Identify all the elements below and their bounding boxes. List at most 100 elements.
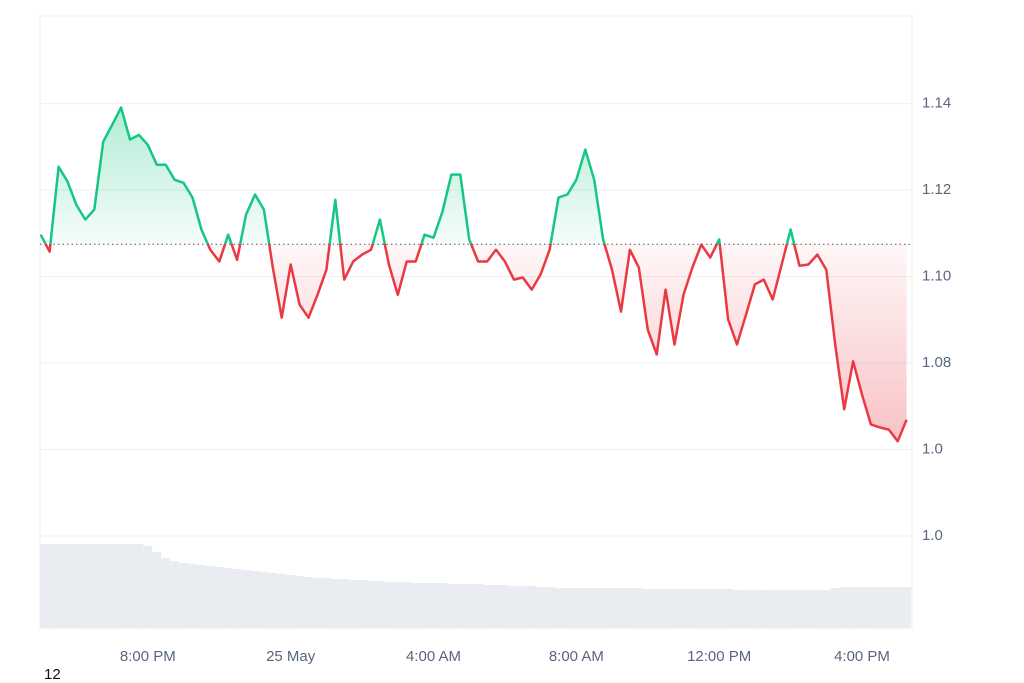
- x-tick-label: 4:00 PM: [834, 648, 890, 665]
- y-tick-label: 1.0: [922, 527, 943, 544]
- volume-bar: [348, 580, 358, 628]
- volume-bar: [518, 586, 528, 628]
- volume-bar: [250, 571, 260, 628]
- volume-bar: [902, 587, 912, 628]
- volume-bar: [491, 585, 501, 628]
- volume-bar: [330, 579, 340, 628]
- volume-bar: [500, 585, 510, 628]
- volume-bar: [884, 587, 894, 628]
- volume-bar: [125, 544, 135, 628]
- volume-bar: [696, 589, 706, 628]
- volume-bar: [679, 589, 688, 628]
- volume-bar: [384, 582, 394, 628]
- volume-bar: [750, 590, 760, 628]
- volume-bar: [259, 572, 269, 628]
- volume-bar: [732, 590, 742, 628]
- volume-bar: [366, 581, 376, 628]
- x-tick-label: 12:00 PM: [687, 648, 751, 665]
- volume-bar: [170, 561, 180, 628]
- price-line: [39, 106, 908, 443]
- x-tick-label: 8:00 AM: [549, 648, 604, 665]
- volume-bar: [375, 581, 385, 628]
- volume-bar: [759, 590, 769, 628]
- volume-bar: [411, 583, 421, 628]
- y-tick-label: 1.08: [922, 354, 951, 371]
- volume-bar: [482, 585, 492, 628]
- volume-bar: [830, 588, 840, 628]
- volume-bar: [723, 589, 733, 628]
- volume-bar: [161, 558, 171, 628]
- volume-bar: [179, 563, 188, 628]
- y-tick-label: 1.10: [922, 268, 951, 285]
- volume-bar: [571, 588, 581, 628]
- volume-bar: [875, 587, 885, 628]
- volume-bar: [473, 584, 483, 628]
- volume-bar: [63, 544, 72, 628]
- y-tick-label: 1.14: [922, 95, 951, 112]
- volume-bar: [152, 552, 162, 628]
- volume-bar: [661, 589, 671, 628]
- volume-bar: [580, 588, 590, 628]
- volume-bar: [143, 546, 153, 628]
- volume-bar: [357, 580, 367, 628]
- volume-bar: [107, 544, 117, 628]
- volume-bar: [768, 590, 778, 628]
- volume-bar: [795, 590, 804, 628]
- volume-bar: [527, 586, 537, 628]
- volume-bar: [71, 544, 81, 628]
- volume-bar: [803, 590, 813, 628]
- volume-bar: [607, 588, 617, 628]
- volume-bar: [786, 590, 796, 628]
- volume-bar: [777, 590, 787, 628]
- volume-bar: [687, 589, 697, 628]
- volume-bar: [40, 544, 49, 628]
- volume-bar: [98, 544, 108, 628]
- volume-bar: [509, 586, 519, 628]
- volume-bar: [304, 577, 313, 628]
- volume-bar: [545, 587, 555, 628]
- volume-bar: [188, 564, 197, 628]
- volume-bar: [223, 568, 233, 628]
- volume-bar: [821, 590, 831, 628]
- area-fill: [40, 107, 907, 442]
- volume-bar: [652, 589, 662, 628]
- volume-bar: [536, 587, 546, 628]
- corner-label: 12: [44, 666, 61, 683]
- volume-bar: [634, 588, 644, 628]
- volume-bar: [705, 589, 715, 628]
- y-tick-label: 1.12: [922, 181, 951, 198]
- volume-bar: [598, 588, 608, 628]
- volume-bar: [277, 574, 287, 628]
- volume-bar: [89, 544, 99, 628]
- volume-bar: [562, 588, 572, 628]
- volume-bar: [429, 583, 438, 628]
- volume-bar: [45, 544, 55, 628]
- volume-bar: [80, 544, 90, 628]
- volume-bar: [134, 544, 144, 628]
- volume-bar: [643, 589, 653, 628]
- volume-bar: [232, 569, 242, 628]
- volume-bar: [268, 573, 278, 628]
- volume-bar: [437, 583, 447, 628]
- volume-bar: [393, 582, 403, 628]
- volume-bar: [196, 565, 206, 628]
- x-tick-label: 4:00 AM: [406, 648, 461, 665]
- volume-bar: [286, 575, 296, 628]
- volume-bar: [741, 590, 751, 628]
- volume-bar: [295, 576, 305, 628]
- volume-bar: [616, 588, 626, 628]
- x-tick-label: 8:00 PM: [120, 648, 176, 665]
- volume-bar: [420, 583, 430, 628]
- x-tick-label: 25 May: [266, 648, 316, 665]
- volume-bar: [866, 587, 876, 628]
- volume-bar: [241, 570, 251, 628]
- volume-bar: [402, 582, 412, 628]
- volume-bar: [446, 584, 456, 628]
- volume-bar: [455, 584, 465, 628]
- volume-bar: [857, 587, 867, 628]
- volume-bar: [54, 544, 64, 628]
- volume-bar: [321, 578, 331, 628]
- volume-bar: [893, 587, 903, 628]
